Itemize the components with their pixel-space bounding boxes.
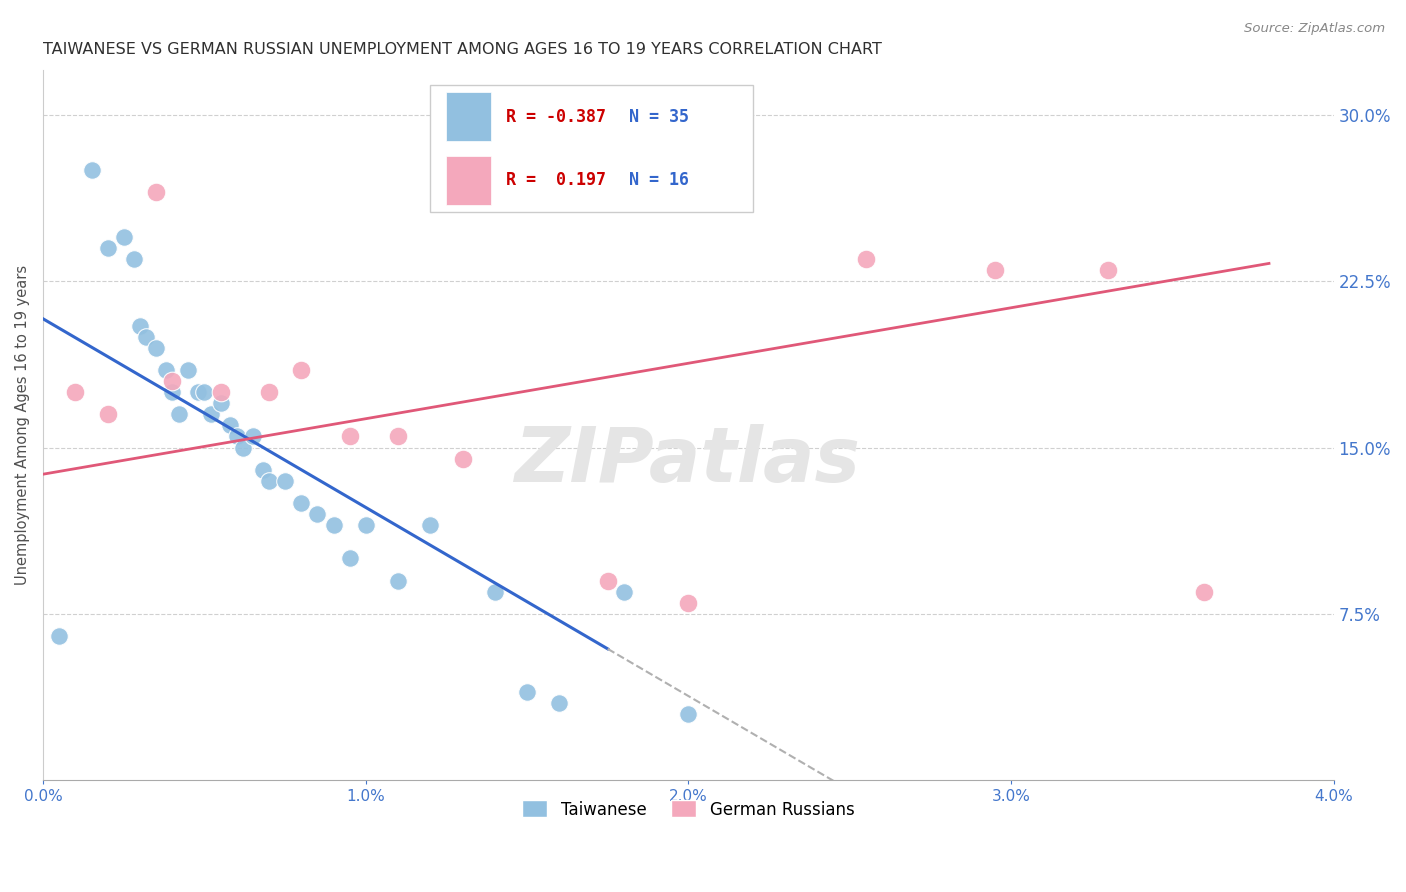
Point — [274, 474, 297, 488]
Point — [225, 429, 247, 443]
Point — [97, 407, 120, 421]
Point — [252, 463, 274, 477]
Y-axis label: Unemployment Among Ages 16 to 19 years: Unemployment Among Ages 16 to 19 years — [15, 265, 30, 585]
Point — [112, 229, 135, 244]
Point — [145, 341, 167, 355]
Point — [387, 429, 409, 443]
Point — [193, 385, 215, 400]
Point — [290, 363, 312, 377]
Point — [160, 374, 183, 388]
Point — [484, 584, 506, 599]
Point — [122, 252, 145, 266]
Point — [339, 551, 361, 566]
Point — [596, 574, 619, 588]
Point — [200, 407, 222, 421]
Point — [290, 496, 312, 510]
Text: R =  0.197: R = 0.197 — [506, 171, 606, 189]
Point — [177, 363, 200, 377]
Point — [678, 596, 700, 610]
Point — [145, 186, 167, 200]
Point — [167, 407, 190, 421]
Text: N = 35: N = 35 — [628, 108, 689, 126]
Point — [209, 396, 232, 410]
Point — [322, 518, 344, 533]
Point — [219, 418, 242, 433]
Point — [155, 363, 177, 377]
Text: Source: ZipAtlas.com: Source: ZipAtlas.com — [1244, 22, 1385, 36]
Point — [548, 696, 571, 710]
Point — [307, 507, 329, 521]
Text: TAIWANESE VS GERMAN RUSSIAN UNEMPLOYMENT AMONG AGES 16 TO 19 YEARS CORRELATION C: TAIWANESE VS GERMAN RUSSIAN UNEMPLOYMENT… — [44, 42, 882, 57]
Point — [1097, 263, 1119, 277]
FancyBboxPatch shape — [446, 92, 491, 142]
Point — [339, 429, 361, 443]
Point — [232, 441, 254, 455]
Point — [1194, 584, 1216, 599]
Point — [160, 385, 183, 400]
Point — [354, 518, 377, 533]
FancyBboxPatch shape — [430, 85, 752, 212]
Point — [613, 584, 636, 599]
Point — [65, 385, 87, 400]
Point — [451, 451, 474, 466]
Point — [80, 163, 103, 178]
Legend: Taiwanese, German Russians: Taiwanese, German Russians — [516, 794, 860, 825]
Point — [187, 385, 209, 400]
Point — [129, 318, 152, 333]
Point — [516, 684, 538, 698]
Point — [419, 518, 441, 533]
Text: R = -0.387: R = -0.387 — [506, 108, 606, 126]
Point — [209, 385, 232, 400]
Text: N = 16: N = 16 — [628, 171, 689, 189]
Point — [257, 474, 280, 488]
Point — [387, 574, 409, 588]
Point — [984, 263, 1007, 277]
Text: ZIPatlas: ZIPatlas — [516, 424, 862, 498]
Point — [242, 429, 264, 443]
Point — [855, 252, 877, 266]
Point — [135, 329, 157, 343]
FancyBboxPatch shape — [446, 155, 491, 205]
Point — [678, 706, 700, 721]
Point — [257, 385, 280, 400]
Point — [48, 629, 70, 643]
Point — [97, 241, 120, 255]
